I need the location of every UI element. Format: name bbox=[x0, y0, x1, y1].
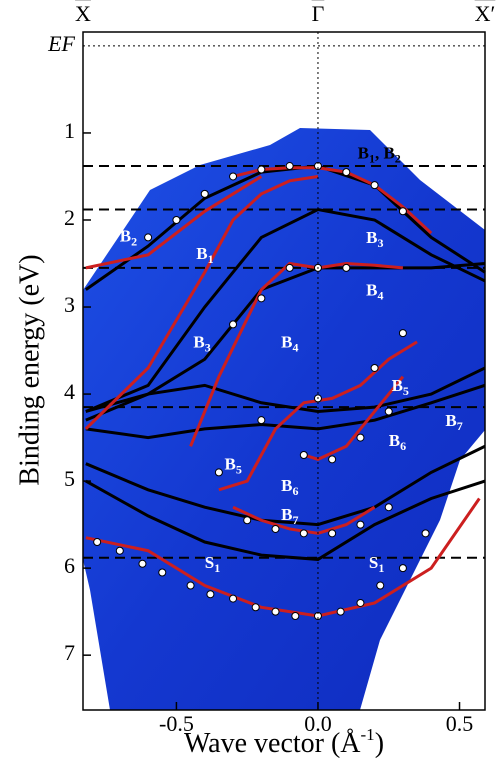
data-point bbox=[94, 539, 101, 546]
label-part: B bbox=[193, 332, 204, 351]
y-tick-label: 7 bbox=[64, 640, 75, 665]
x-axis-label: Wave vector (Å-1) bbox=[184, 725, 384, 760]
data-point bbox=[139, 560, 146, 567]
data-point bbox=[252, 604, 259, 611]
label-part: 3 bbox=[377, 236, 383, 250]
x-tick-label: 0.0 bbox=[304, 711, 332, 736]
y-tick-label: 2 bbox=[64, 205, 75, 230]
data-point bbox=[159, 569, 166, 576]
data-point bbox=[244, 517, 251, 524]
y-tick-label: 1 bbox=[64, 118, 75, 143]
label-part: B bbox=[445, 411, 456, 430]
data-point bbox=[230, 321, 237, 328]
label-part: B bbox=[389, 431, 400, 450]
y-tick-label: 6 bbox=[64, 553, 75, 578]
label-part: 4 bbox=[293, 340, 299, 354]
label-part: 3 bbox=[205, 340, 211, 354]
data-point bbox=[357, 434, 364, 441]
data-point bbox=[399, 330, 406, 337]
label-part: 5 bbox=[236, 462, 242, 476]
label-part: B bbox=[281, 505, 292, 524]
label-part: S bbox=[205, 553, 214, 572]
x-tick-label: 0.5 bbox=[446, 711, 474, 736]
label-part: 1 bbox=[208, 252, 214, 266]
data-point bbox=[258, 166, 265, 173]
data-point bbox=[207, 591, 214, 598]
data-point bbox=[258, 417, 265, 424]
data-point bbox=[343, 169, 350, 176]
data-point bbox=[145, 234, 152, 241]
label-part: 5 bbox=[403, 384, 409, 398]
symmetry-point-label: X bbox=[75, 1, 91, 26]
data-point bbox=[258, 295, 265, 302]
symmetry-point-label: Γ bbox=[312, 1, 325, 26]
data-point bbox=[272, 608, 279, 615]
label-part: B bbox=[225, 454, 236, 473]
data-point bbox=[187, 582, 194, 589]
y-tick-label: 4 bbox=[64, 379, 75, 404]
symmetry-point-label: X′ bbox=[475, 1, 496, 26]
data-point bbox=[371, 364, 378, 371]
data-point bbox=[377, 582, 384, 589]
data-point bbox=[329, 456, 336, 463]
label-part: B bbox=[358, 144, 369, 163]
y-tick-label: 3 bbox=[64, 292, 75, 317]
label-part: B bbox=[366, 228, 377, 247]
data-point bbox=[357, 521, 364, 528]
data-point bbox=[329, 530, 336, 537]
data-point bbox=[337, 608, 344, 615]
data-point bbox=[116, 547, 123, 554]
label-part: , B bbox=[375, 144, 395, 163]
data-point bbox=[230, 173, 237, 180]
data-point bbox=[357, 599, 364, 606]
label-part: 2 bbox=[395, 151, 401, 165]
data-point bbox=[399, 565, 406, 572]
data-point bbox=[272, 525, 279, 532]
data-point bbox=[286, 264, 293, 271]
data-point bbox=[230, 595, 237, 602]
data-point bbox=[300, 530, 307, 537]
label-part: 7 bbox=[293, 513, 299, 527]
label-part: S bbox=[369, 553, 378, 572]
x-tick-label: -0.5 bbox=[159, 711, 194, 736]
data-point bbox=[343, 264, 350, 271]
label-part: B bbox=[281, 332, 292, 351]
chart: Binding energy (eV) Wave vector (Å-1) EF… bbox=[0, 0, 497, 763]
label-part: 6 bbox=[400, 439, 406, 453]
band-label: B1, B2 bbox=[358, 144, 401, 166]
data-point bbox=[215, 469, 222, 476]
label-part: B bbox=[196, 244, 207, 263]
label-part: B bbox=[120, 226, 131, 245]
data-point bbox=[371, 182, 378, 189]
label-part: 1 bbox=[378, 561, 384, 575]
data-point bbox=[399, 208, 406, 215]
data-point bbox=[385, 408, 392, 415]
data-point bbox=[201, 190, 208, 197]
data-point bbox=[422, 530, 429, 537]
data-point bbox=[300, 451, 307, 458]
label-part: 2 bbox=[131, 234, 137, 248]
data-point bbox=[292, 613, 299, 620]
label-part: B bbox=[366, 280, 377, 299]
label-part: 4 bbox=[377, 288, 383, 302]
data-point bbox=[286, 163, 293, 170]
y-tick-label: 5 bbox=[64, 466, 75, 491]
data-point bbox=[385, 504, 392, 511]
label-part: B bbox=[281, 476, 292, 495]
data-point bbox=[173, 216, 180, 223]
label-part: 7 bbox=[457, 419, 463, 433]
label-part: B bbox=[392, 376, 403, 395]
label-part: 6 bbox=[293, 484, 299, 498]
label-part: 1 bbox=[214, 561, 220, 575]
y-axis-label: Binding energy (eV) bbox=[14, 254, 45, 485]
y-tick-label: EF bbox=[47, 31, 75, 56]
intensity-map bbox=[83, 128, 485, 710]
